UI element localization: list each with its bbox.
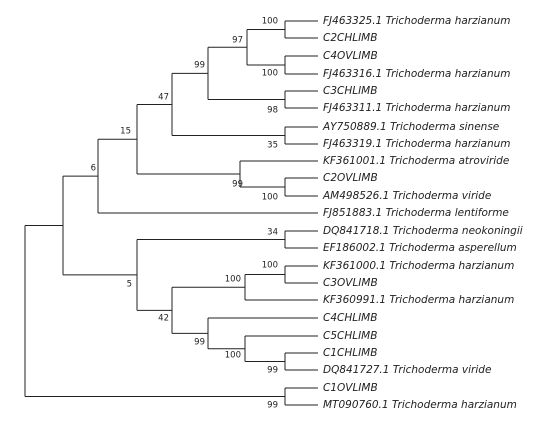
bootstrap-value: 100 [262,17,278,27]
leaf-label: C4OVLIMB [323,50,378,62]
leaf-label: KF361000.1 Trichoderma harzianum [323,260,514,272]
leaf-label: C2CHLIMB [323,32,377,44]
leaf-label: C3OVLIMB [323,277,378,289]
leaf-label: DQ841727.1 Trichoderma viride [323,364,491,376]
bootstrap-value: 100 [262,261,278,271]
bootstrap-value: 42 [158,314,169,324]
bootstrap-value: 100 [262,69,278,79]
leaf-label: KF361001.1 Trichoderma atroviride [323,155,509,167]
leaf-label: FJ463316.1 Trichoderma harzianum [323,68,511,80]
leaf-label: C1CHLIMB [323,347,377,359]
leaf-label: FJ463319.1 Trichoderma harzianum [323,138,511,150]
bootstrap-value: 100 [262,193,278,203]
leaf-label: MT090760.1 Trichoderma harzianum [323,399,517,411]
bootstrap-value: 98 [267,106,278,116]
leaf-label: FJ463325.1 Trichoderma harzianum [323,15,511,27]
bootstrap-value: 100 [225,351,241,361]
bootstrap-value: 35 [267,141,278,151]
bootstrap-value: 6 [91,164,96,174]
leaf-label: C3CHLIMB [323,85,377,97]
bootstrap-value: 99 [232,180,243,190]
leaf-label: AM498526.1 Trichoderma viride [322,190,491,202]
leaf-label: FJ851883.1 Trichoderma lentiforme [323,207,509,219]
bootstrap-value: 99 [194,338,205,348]
leaf-label: FJ463311.1 Trichoderma harzianum [323,102,511,114]
leaf-label: C1OVLIMB [323,382,378,394]
leaf-label: DQ841718.1 Trichoderma neokoningii [323,225,523,237]
bootstrap-value: 15 [120,127,131,137]
leaf-label: EF186002.1 Trichoderma asperellum [323,242,517,254]
bootstrap-value: 5 [127,280,132,290]
bootstrap-value: 99 [267,401,278,411]
leaf-label: KF360991.1 Trichoderma harzianum [323,294,514,306]
bootstrap-value: 34 [267,228,278,238]
leaf-label: AY750889.1 Trichoderma sinense [322,121,499,133]
bootstrap-value: 97 [232,36,243,46]
leaf-label: C4CHLIMB [323,312,377,324]
bootstrap-value: 47 [158,93,169,103]
leaf-label: C5CHLIMB [323,330,377,342]
bootstrap-value: 99 [194,61,205,71]
bootstrap-value: 99 [267,366,278,376]
bootstrap-value: 100 [225,275,241,285]
leaf-label: C2OVLIMB [323,172,378,184]
